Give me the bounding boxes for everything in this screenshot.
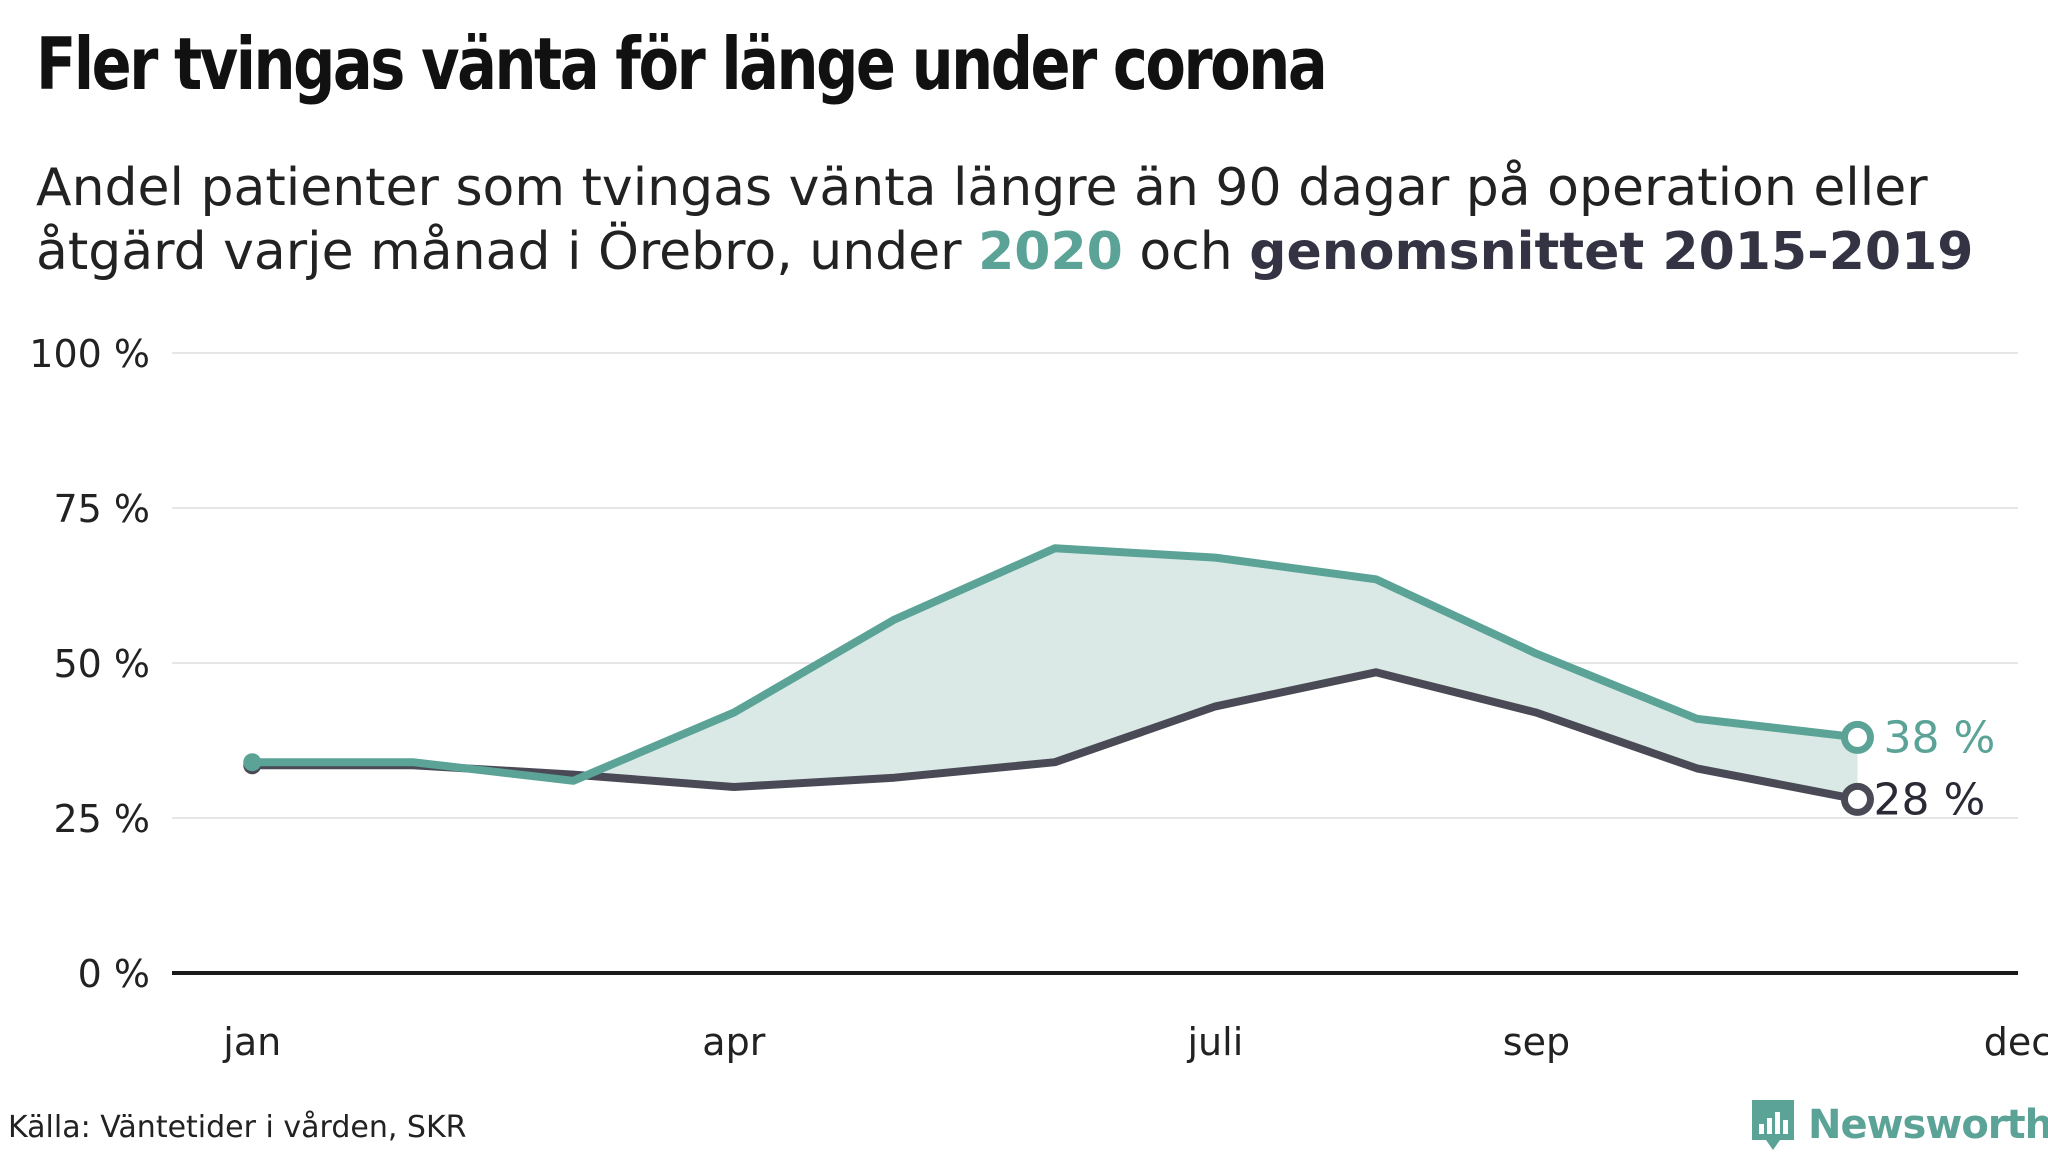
series-layer [243,544,1874,816]
series-end-point [1840,720,1874,754]
y-tick-label: 75 % [53,487,150,531]
series-end-point [1840,782,1874,816]
source-note: Källa: Väntetider i vården, SKR [8,1110,467,1145]
subtitle-highlight-2020: 2020 [978,222,1123,282]
subtitle-text-before: Andel patienter som tvingas vänta längre… [36,158,1928,282]
y-tick-label: 100 % [29,332,150,376]
x-tick-label: apr [702,1020,765,1064]
series-line [248,544,1862,785]
chart-subtitle: Andel patienter som tvingas vänta längre… [36,156,2036,284]
series-end-label: 28 % [1873,774,1985,825]
series-end-label: 38 % [1883,712,1995,763]
x-tick-label: juli [1187,1020,1244,1064]
newsworthy-bar-chart-icon [1752,1100,1794,1150]
y-tick-label: 25 % [53,797,150,841]
line-chart: 0 % 25 % 50 % 75 % 100 % jan apr juli sep dec 28 %… [29,332,2048,1064]
chart-title: Fler tvingas vänta för länge under coron… [36,22,1328,106]
x-tick-label: jan [222,1020,281,1064]
logo-text: Newsworthy [1808,1102,2048,1148]
label-layer: 0 % 25 % 50 % 75 % 100 % jan apr juli sep dec 28 %… [29,332,2048,1064]
newsworthy-logo: Newsworthy [1750,1098,2048,1152]
subtitle-text-middle: och [1122,222,1250,282]
y-tick-label: 50 % [53,642,150,686]
series-start-point [243,753,262,772]
x-tick-label: sep [1503,1020,1570,1064]
difference-area-layer [252,548,1858,800]
difference-area [252,548,1858,800]
subtitle-highlight-average: genomsnittet 2015-2019 [1249,222,1974,282]
y-tick-label: 0 % [78,952,150,996]
x-tick-label: dec [1984,1020,2048,1064]
